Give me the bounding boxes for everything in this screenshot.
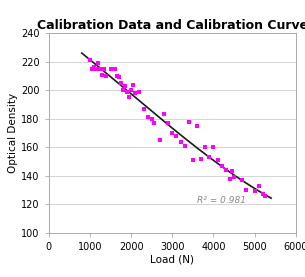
Point <box>223 168 228 172</box>
Point <box>230 169 235 174</box>
Point <box>120 88 125 93</box>
Point <box>100 72 105 77</box>
Point <box>92 65 96 70</box>
Point <box>90 67 95 71</box>
Point <box>102 67 107 71</box>
Point <box>228 176 232 181</box>
Point <box>170 131 175 135</box>
Point <box>124 89 129 94</box>
Point <box>145 115 150 119</box>
Point <box>108 67 113 71</box>
Point <box>104 74 109 78</box>
Point <box>182 143 187 148</box>
Point <box>129 88 134 93</box>
Point <box>112 67 117 71</box>
Point <box>260 192 265 196</box>
Point <box>98 67 103 71</box>
Point <box>141 107 146 111</box>
Point <box>219 163 224 168</box>
Y-axis label: Optical Density: Optical Density <box>8 93 18 173</box>
Point <box>190 158 195 162</box>
Point <box>178 139 183 144</box>
Point <box>203 145 208 149</box>
Title: Calibration Data and Calibration Curve: Calibration Data and Calibration Curve <box>37 19 305 32</box>
Point <box>232 175 237 179</box>
Point <box>215 158 220 162</box>
Point <box>118 81 123 85</box>
Point <box>263 193 267 198</box>
Point <box>162 112 167 117</box>
Point <box>211 145 216 149</box>
Text: R² = 0.981: R² = 0.981 <box>197 196 246 205</box>
Point <box>244 188 249 192</box>
Point <box>186 119 191 124</box>
X-axis label: Load (N): Load (N) <box>150 255 194 265</box>
Point <box>166 121 171 125</box>
Point <box>151 121 156 125</box>
Point <box>114 74 119 78</box>
Point <box>96 61 101 65</box>
Point <box>137 89 142 94</box>
Point <box>174 134 179 138</box>
Point <box>131 82 136 87</box>
Point <box>240 178 245 182</box>
Point <box>88 58 92 63</box>
Point <box>207 155 212 159</box>
Point <box>252 189 257 194</box>
Point <box>123 84 127 88</box>
Point <box>195 124 199 128</box>
Point <box>157 138 162 142</box>
Point <box>149 117 154 121</box>
Point <box>256 183 261 188</box>
Point <box>116 75 121 79</box>
Point <box>133 91 138 95</box>
Point <box>94 67 99 71</box>
Point <box>127 95 131 99</box>
Point <box>199 157 204 161</box>
